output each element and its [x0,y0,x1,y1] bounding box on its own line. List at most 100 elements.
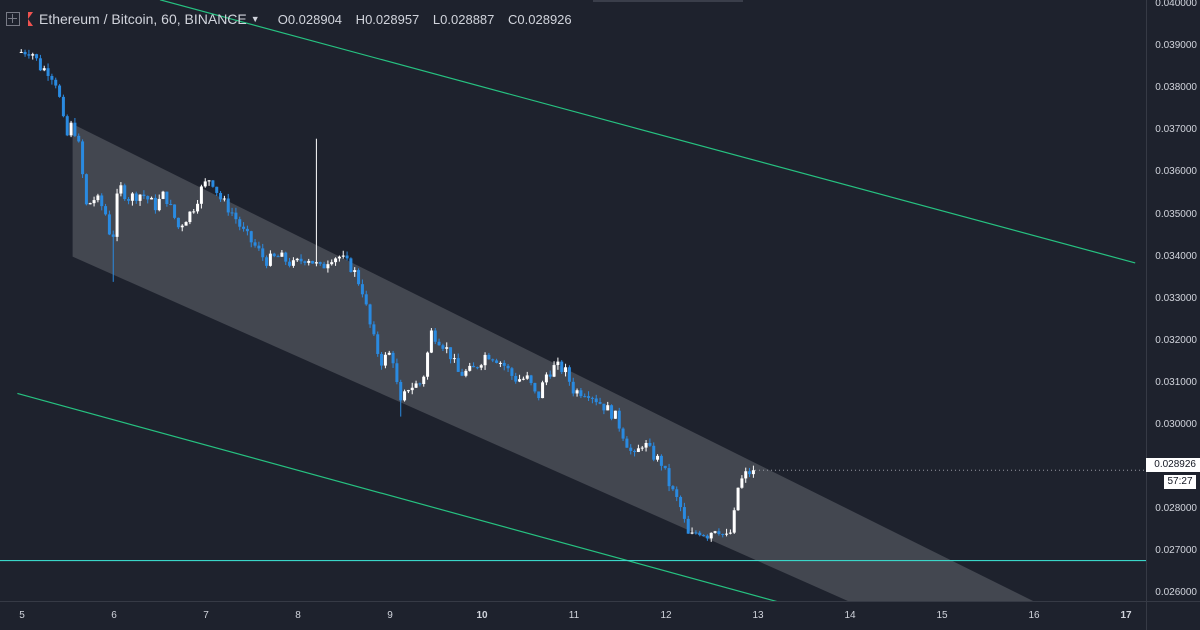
candle-down [73,122,77,136]
candle-down [253,242,257,246]
symbol-title[interactable]: Ethereum / Bitcoin, 60, BINANCE [39,11,247,27]
candle-up [426,352,430,377]
candle-down [702,535,706,537]
time-tick-label: 17 [1120,610,1132,621]
candle-down [50,75,54,80]
time-tick-label: 8 [295,610,301,621]
candle-up [690,532,694,534]
flag-icon[interactable] [28,12,33,26]
candle-down [226,198,230,213]
chart-pane[interactable] [0,0,1146,601]
candle-down [219,192,223,200]
candle-down [590,397,594,399]
candles-layer [19,49,755,542]
drawings-layer [0,0,1146,601]
candle-down [165,191,169,204]
candle-down [391,352,395,364]
candle-down [533,383,537,392]
price-tick-label: 0.039000 [1155,40,1197,52]
candle-up [295,258,299,261]
candle-up [414,383,418,388]
candle-down [652,445,656,460]
candle-down [456,358,460,372]
candle-up [203,181,207,187]
time-tick-label: 9 [387,610,393,621]
collapse-legend-icon[interactable] [6,12,20,26]
candle-up [740,478,744,488]
candle-down [134,193,138,201]
chevron-down-icon[interactable]: ▼ [250,14,260,24]
candle-down [357,270,361,285]
candle-up [307,260,311,263]
candle-down [77,135,81,142]
candle-up [184,222,188,226]
candle-up [138,194,142,201]
candle-down [594,398,598,403]
candle-down [583,396,587,398]
candle-down [506,365,510,369]
candle-down [433,330,437,342]
candle-down [663,465,667,469]
candle-up [575,390,579,394]
candle-up [713,531,717,533]
time-axis[interactable]: 5 6 7 8 9 10 11 12 13 14 15 16 17 [0,601,1146,630]
candle-up [157,198,161,211]
candle-up [429,330,433,353]
candle-down [679,496,683,508]
candle-up [96,195,100,201]
candle-down [418,383,422,385]
candle-up [725,533,729,535]
candle-up [387,352,391,355]
candle-up [751,470,755,475]
price-axis[interactable]: 0.040000 0.039000 0.038000 0.037000 0.036000… [1146,0,1200,601]
candle-up [130,193,134,201]
candle-up [188,211,192,223]
candle-down [322,263,326,269]
candle-up [564,367,568,373]
candle-down [127,199,131,201]
candle-up [656,455,660,460]
ohlc-open-value: 0.028904 [287,11,343,27]
candle-down [621,428,625,439]
candle-down [529,375,533,384]
candle-up [88,203,92,205]
ohlc-open-key: O [277,11,288,27]
time-tick-label: 16 [1028,610,1040,621]
candle-up [468,365,472,371]
candle-up [337,256,341,259]
ohlc-low-key: L [432,11,441,27]
symbol-legend: Ethereum / Bitcoin, 60, BINANCE ▼ O0.028… [6,8,582,30]
candle-up [736,487,740,511]
candle-up [192,211,196,213]
time-tick-label: 11 [568,610,580,621]
candle-down [46,68,50,76]
candle-up [330,262,334,265]
candle-down [510,368,514,376]
candle-down [705,535,709,539]
candle-up [383,354,387,366]
candle-up [732,510,736,533]
candle-down [395,363,399,383]
candle-down [27,54,31,56]
candle-down [84,174,88,205]
candle-down [682,507,686,519]
candle-down [123,185,127,200]
candle-down [257,245,261,249]
candle-up [410,387,414,391]
candle-down [265,257,269,266]
ohlc-close-key: C [508,11,518,27]
candle-up [268,253,272,266]
price-tick-label: 0.034000 [1155,250,1197,262]
price-chart[interactable] [0,0,1146,601]
candle-down [571,381,575,394]
candle-down [548,374,552,377]
candle-down [173,204,177,218]
candle-down [100,195,104,207]
candle-down [58,85,62,97]
time-tick-label: 10 [476,610,488,621]
candle-up [498,362,502,364]
candle-down [694,532,698,534]
candle-down [364,294,368,305]
price-tick-label: 0.030000 [1155,419,1197,430]
candle-up [326,264,330,269]
